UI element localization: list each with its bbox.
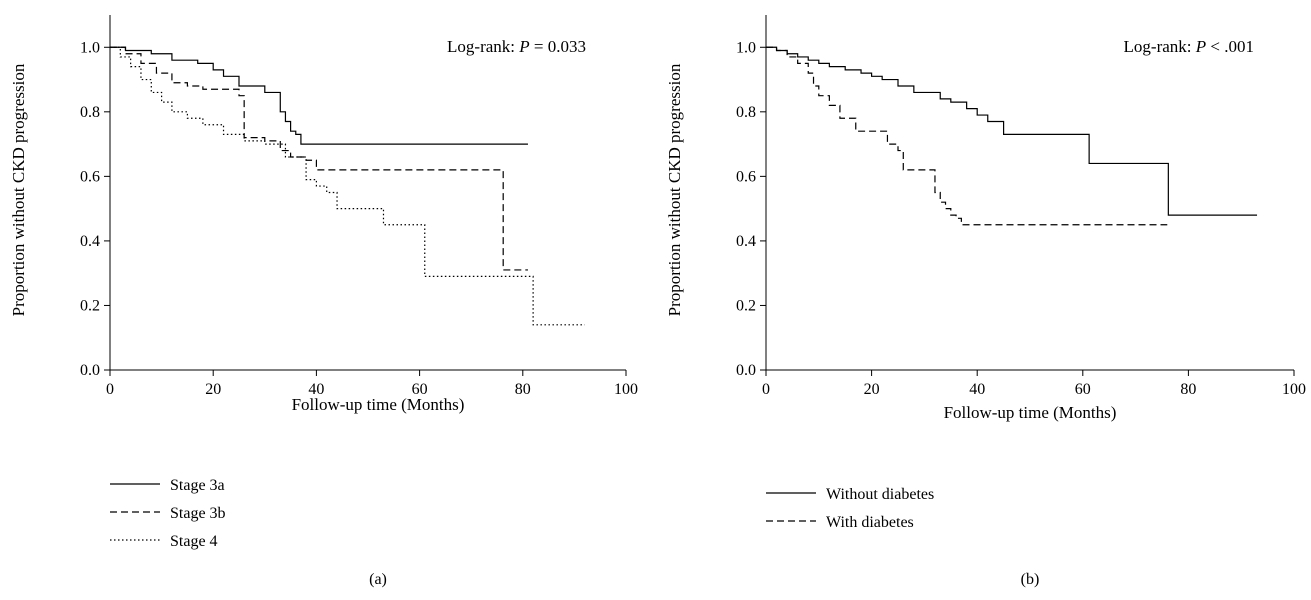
x-tick-label: 80: [515, 381, 531, 398]
y-axis-label: Proportion without CKD progression: [9, 63, 28, 316]
y-tick-label: 0.2: [736, 297, 756, 314]
chart-panel-a: 0 20 40 60 80 100 0.0 0.2 0.4 0.6 0.8 1.0 Follow-up …: [9, 15, 638, 588]
y-tick-label: 0.0: [736, 362, 756, 379]
log-rank-annotation: Log-rank: P < .001: [1124, 37, 1254, 56]
y-tick-label: 0.2: [80, 297, 100, 314]
y-tick-label: 0.8: [736, 104, 756, 121]
y-tick-label: 0.4: [80, 233, 100, 250]
legend-label: Stage 4: [170, 533, 218, 550]
x-tick-label: 60: [412, 381, 428, 398]
legend-label: With diabetes: [826, 514, 914, 531]
x-tick-label: 20: [864, 381, 880, 398]
x-tick-label: 60: [1075, 381, 1091, 398]
legend-label: Stage 3a: [170, 477, 225, 494]
panel-label: (a): [369, 571, 387, 588]
y-tick-label: 0.4: [736, 233, 756, 250]
series-line-stage-3a: [110, 46, 528, 145]
legend-label: Without diabetes: [826, 486, 934, 503]
panel-label: (b): [1021, 571, 1040, 588]
y-tick-label: 0.6: [736, 168, 756, 185]
chart-panel-b: 0 20 40 60 80 100 0.0 0.2 0.4 0.6 0.8 1.0 Follow-up …: [665, 15, 1306, 588]
y-tick-label: 0.0: [80, 362, 100, 379]
log-rank-annotation: Log-rank: P = 0.033: [447, 37, 586, 56]
series-line-without-diabetes: [766, 46, 1258, 216]
x-axis-label: Follow-up time (Months): [944, 403, 1117, 422]
x-tick-label: 0: [106, 381, 114, 398]
x-tick-label: 100: [1282, 381, 1306, 398]
y-tick-label: 1.0: [736, 39, 756, 56]
x-tick-label: 40: [308, 381, 324, 398]
y-axis-label: Proportion without CKD progression: [665, 63, 684, 316]
x-tick-label: 40: [969, 381, 985, 398]
x-axis-label: Follow-up time (Months): [292, 395, 465, 414]
x-tick-label: 20: [205, 381, 221, 398]
x-tick-label: 80: [1180, 381, 1196, 398]
series-line-stage-4: [110, 46, 585, 326]
x-tick-label: 0: [762, 381, 770, 398]
legend-label: Stage 3b: [170, 505, 226, 522]
y-tick-label: 0.6: [80, 168, 100, 185]
y-tick-label: 1.0: [80, 39, 100, 56]
series-line-stage-3b: [110, 46, 528, 271]
series-line-with-diabetes: [766, 46, 1168, 226]
y-tick-label: 0.8: [80, 104, 100, 121]
x-tick-label: 100: [614, 381, 638, 398]
